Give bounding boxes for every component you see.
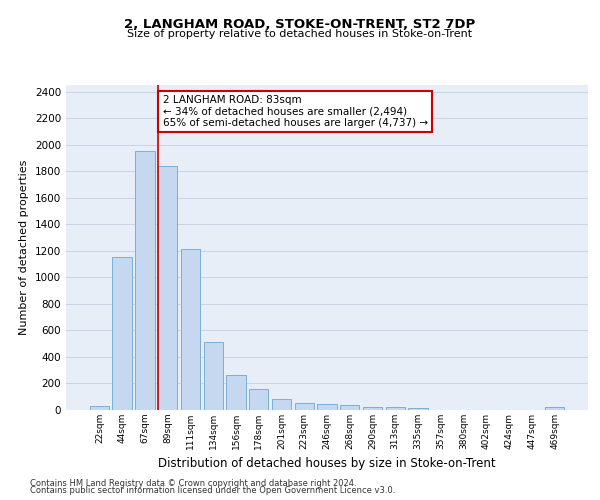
- X-axis label: Distribution of detached houses by size in Stoke-on-Trent: Distribution of detached houses by size …: [158, 458, 496, 470]
- Text: Contains public sector information licensed under the Open Government Licence v3: Contains public sector information licen…: [30, 486, 395, 495]
- Bar: [409, 408, 428, 410]
- Bar: [317, 404, 337, 410]
- Bar: [158, 166, 178, 410]
- Bar: [295, 404, 314, 410]
- Bar: [203, 342, 223, 410]
- Bar: [112, 258, 132, 410]
- Text: Size of property relative to detached houses in Stoke-on-Trent: Size of property relative to detached ho…: [127, 29, 473, 39]
- Bar: [181, 249, 200, 410]
- Bar: [272, 400, 291, 410]
- Text: Contains HM Land Registry data © Crown copyright and database right 2024.: Contains HM Land Registry data © Crown c…: [30, 478, 356, 488]
- Text: 2 LANGHAM ROAD: 83sqm
← 34% of detached houses are smaller (2,494)
65% of semi-d: 2 LANGHAM ROAD: 83sqm ← 34% of detached …: [163, 94, 428, 128]
- Text: 2, LANGHAM ROAD, STOKE-ON-TRENT, ST2 7DP: 2, LANGHAM ROAD, STOKE-ON-TRENT, ST2 7DP: [124, 18, 476, 30]
- Bar: [249, 390, 268, 410]
- Y-axis label: Number of detached properties: Number of detached properties: [19, 160, 29, 335]
- Bar: [135, 152, 155, 410]
- Bar: [340, 404, 359, 410]
- Bar: [545, 408, 564, 410]
- Bar: [363, 406, 382, 410]
- Bar: [226, 375, 245, 410]
- Bar: [386, 408, 405, 410]
- Bar: [90, 406, 109, 410]
